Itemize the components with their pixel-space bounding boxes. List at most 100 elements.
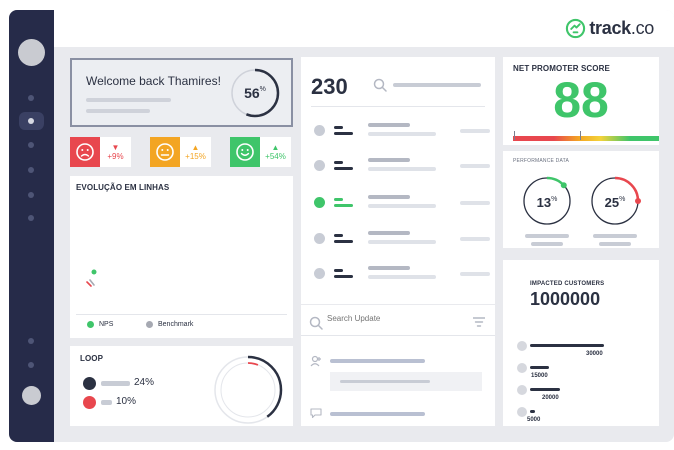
list-item-subtitle xyxy=(368,132,436,136)
gauge-1-end-dot xyxy=(560,182,567,189)
list-item-status-dot[interactable] xyxy=(314,268,325,279)
list-item-title[interactable] xyxy=(368,195,410,199)
list-count: 230 xyxy=(311,74,348,99)
mood-neutral-delta-value: +15% xyxy=(185,152,206,161)
nps-title: NET PROMOTER SCORE xyxy=(513,64,610,73)
gauge-1-arc xyxy=(522,176,572,226)
list-item-meta xyxy=(460,129,490,133)
sidebar-item-8[interactable] xyxy=(28,362,34,368)
loop-card: LOOP 24% 10% xyxy=(70,346,293,426)
list-search-bar[interactable] xyxy=(393,83,481,87)
benchmark-line-segment xyxy=(89,279,95,286)
trend-down-icon: ▼ xyxy=(111,143,120,152)
impacted-total: 1000000 xyxy=(530,289,601,309)
impacted-row-value: 20000 xyxy=(542,395,559,401)
nps-scale-marker-2 xyxy=(580,131,581,140)
benchmark-legend-dot xyxy=(146,321,153,328)
user-avatar[interactable] xyxy=(22,386,41,405)
list-divider xyxy=(311,106,485,107)
impacted-row-dot xyxy=(517,341,527,351)
search-icon[interactable] xyxy=(373,78,387,92)
update-item-1-bar xyxy=(330,359,425,363)
search-icon[interactable] xyxy=(309,316,323,330)
mood-sad-delta: ▼ +9% xyxy=(100,137,131,167)
list-item-title[interactable] xyxy=(368,158,410,162)
search-update-input[interactable] xyxy=(327,314,467,323)
sidebar-item-2[interactable] xyxy=(28,118,34,124)
top-bar: track.co xyxy=(54,10,674,47)
list-item-icon-line xyxy=(334,161,343,164)
list-item-icon-line xyxy=(334,126,343,129)
legend-benchmark[interactable]: Benchmark xyxy=(146,321,193,328)
loop-item-2-dot xyxy=(83,396,96,409)
welcome-progress-ring xyxy=(230,68,280,118)
updates-divider xyxy=(301,335,495,336)
impacted-row-dot xyxy=(517,407,527,417)
impacted-row-bar xyxy=(530,410,535,413)
mood-happy-delta-value: +54% xyxy=(265,152,286,161)
logo-mark-icon xyxy=(566,18,586,39)
trend-up-icon: ▲ xyxy=(271,143,280,152)
loop-item-1-value: 24% xyxy=(134,377,155,388)
list-item-status-dot[interactable] xyxy=(314,233,325,244)
list-item-icon-line xyxy=(334,234,343,237)
gauge-1-value: 13% xyxy=(536,195,558,210)
sidebar-item-3[interactable] xyxy=(28,142,34,148)
updates-panel xyxy=(301,305,495,426)
nps-legend-dot xyxy=(87,321,94,328)
list-item-subtitle xyxy=(368,204,436,208)
avatar[interactable] xyxy=(18,39,45,66)
welcome-card: Welcome back Thamires! 56% xyxy=(70,58,293,127)
list-item-meta xyxy=(460,201,490,205)
impacted-row-bar xyxy=(530,366,549,369)
impacted-row-value: 30000 xyxy=(586,351,603,357)
gauge-1-label-bar-2 xyxy=(531,242,563,246)
list-item-status-dot[interactable] xyxy=(314,197,325,208)
welcome-line-1 xyxy=(86,98,171,102)
gauge-2-label-bar-1 xyxy=(593,234,637,238)
mood-happy-delta: ▲ +54% xyxy=(260,137,291,167)
loop-donut-chart xyxy=(213,355,283,425)
performance-gauge-2 xyxy=(590,176,641,226)
list-item-title[interactable] xyxy=(368,266,410,270)
loop-item-2-value: 10% xyxy=(116,396,137,407)
performance-gauge-1 xyxy=(522,176,572,226)
nps-card: NET PROMOTER SCORE 88 xyxy=(503,57,659,145)
list-item-status-dot[interactable] xyxy=(314,125,325,136)
list-item-title[interactable] xyxy=(368,231,410,235)
loop-item-1-dot xyxy=(83,377,96,390)
comment-icon[interactable] xyxy=(310,408,322,419)
list-item-subtitle xyxy=(368,275,436,279)
impacted-row-value: 5000 xyxy=(527,417,541,423)
sidebar-item-6[interactable] xyxy=(28,215,34,221)
nps-scale-marker-1 xyxy=(514,131,515,140)
evolution-card: EVOLUÇÃO EM LINHAS NPS Benchmark xyxy=(70,176,293,338)
list-item-icon-line xyxy=(334,275,353,278)
welcome-title: Welcome back Thamires! xyxy=(86,74,221,88)
mood-happy-card: ▲ +54% xyxy=(230,137,291,167)
mood-sad-card: ▼ +9% xyxy=(70,137,131,167)
benchmark-legend-label: Benchmark xyxy=(158,321,194,328)
loop-arc-red xyxy=(220,362,276,418)
sidebar-item-4[interactable] xyxy=(28,167,34,173)
add-user-icon[interactable] xyxy=(310,355,322,367)
performance-card: PERFORMANCE DATA 13% 25% xyxy=(503,151,659,248)
list-panel: 230 xyxy=(301,57,495,304)
mood-neutral-card: ▲ +15% xyxy=(150,137,211,167)
sidebar-item-1[interactable] xyxy=(28,95,34,101)
nps-line-segment xyxy=(86,281,92,287)
sidebar-item-7[interactable] xyxy=(28,338,34,344)
update-item-2-bar xyxy=(330,412,425,416)
gauge-1-label-bar-1 xyxy=(525,234,569,238)
logo-suffix: .co xyxy=(630,18,654,38)
logo[interactable]: track.co xyxy=(565,18,654,39)
sad-face-icon xyxy=(70,137,100,167)
filter-icon[interactable] xyxy=(473,317,485,327)
list-item-icon-line xyxy=(334,269,343,272)
legend-nps[interactable]: NPS xyxy=(87,321,113,328)
mood-neutral-delta: ▲ +15% xyxy=(180,137,211,167)
list-item-status-dot[interactable] xyxy=(314,160,325,171)
sidebar-item-5[interactable] xyxy=(28,192,34,198)
list-item-title[interactable] xyxy=(368,123,410,127)
welcome-progress-value: 56% xyxy=(244,85,266,101)
